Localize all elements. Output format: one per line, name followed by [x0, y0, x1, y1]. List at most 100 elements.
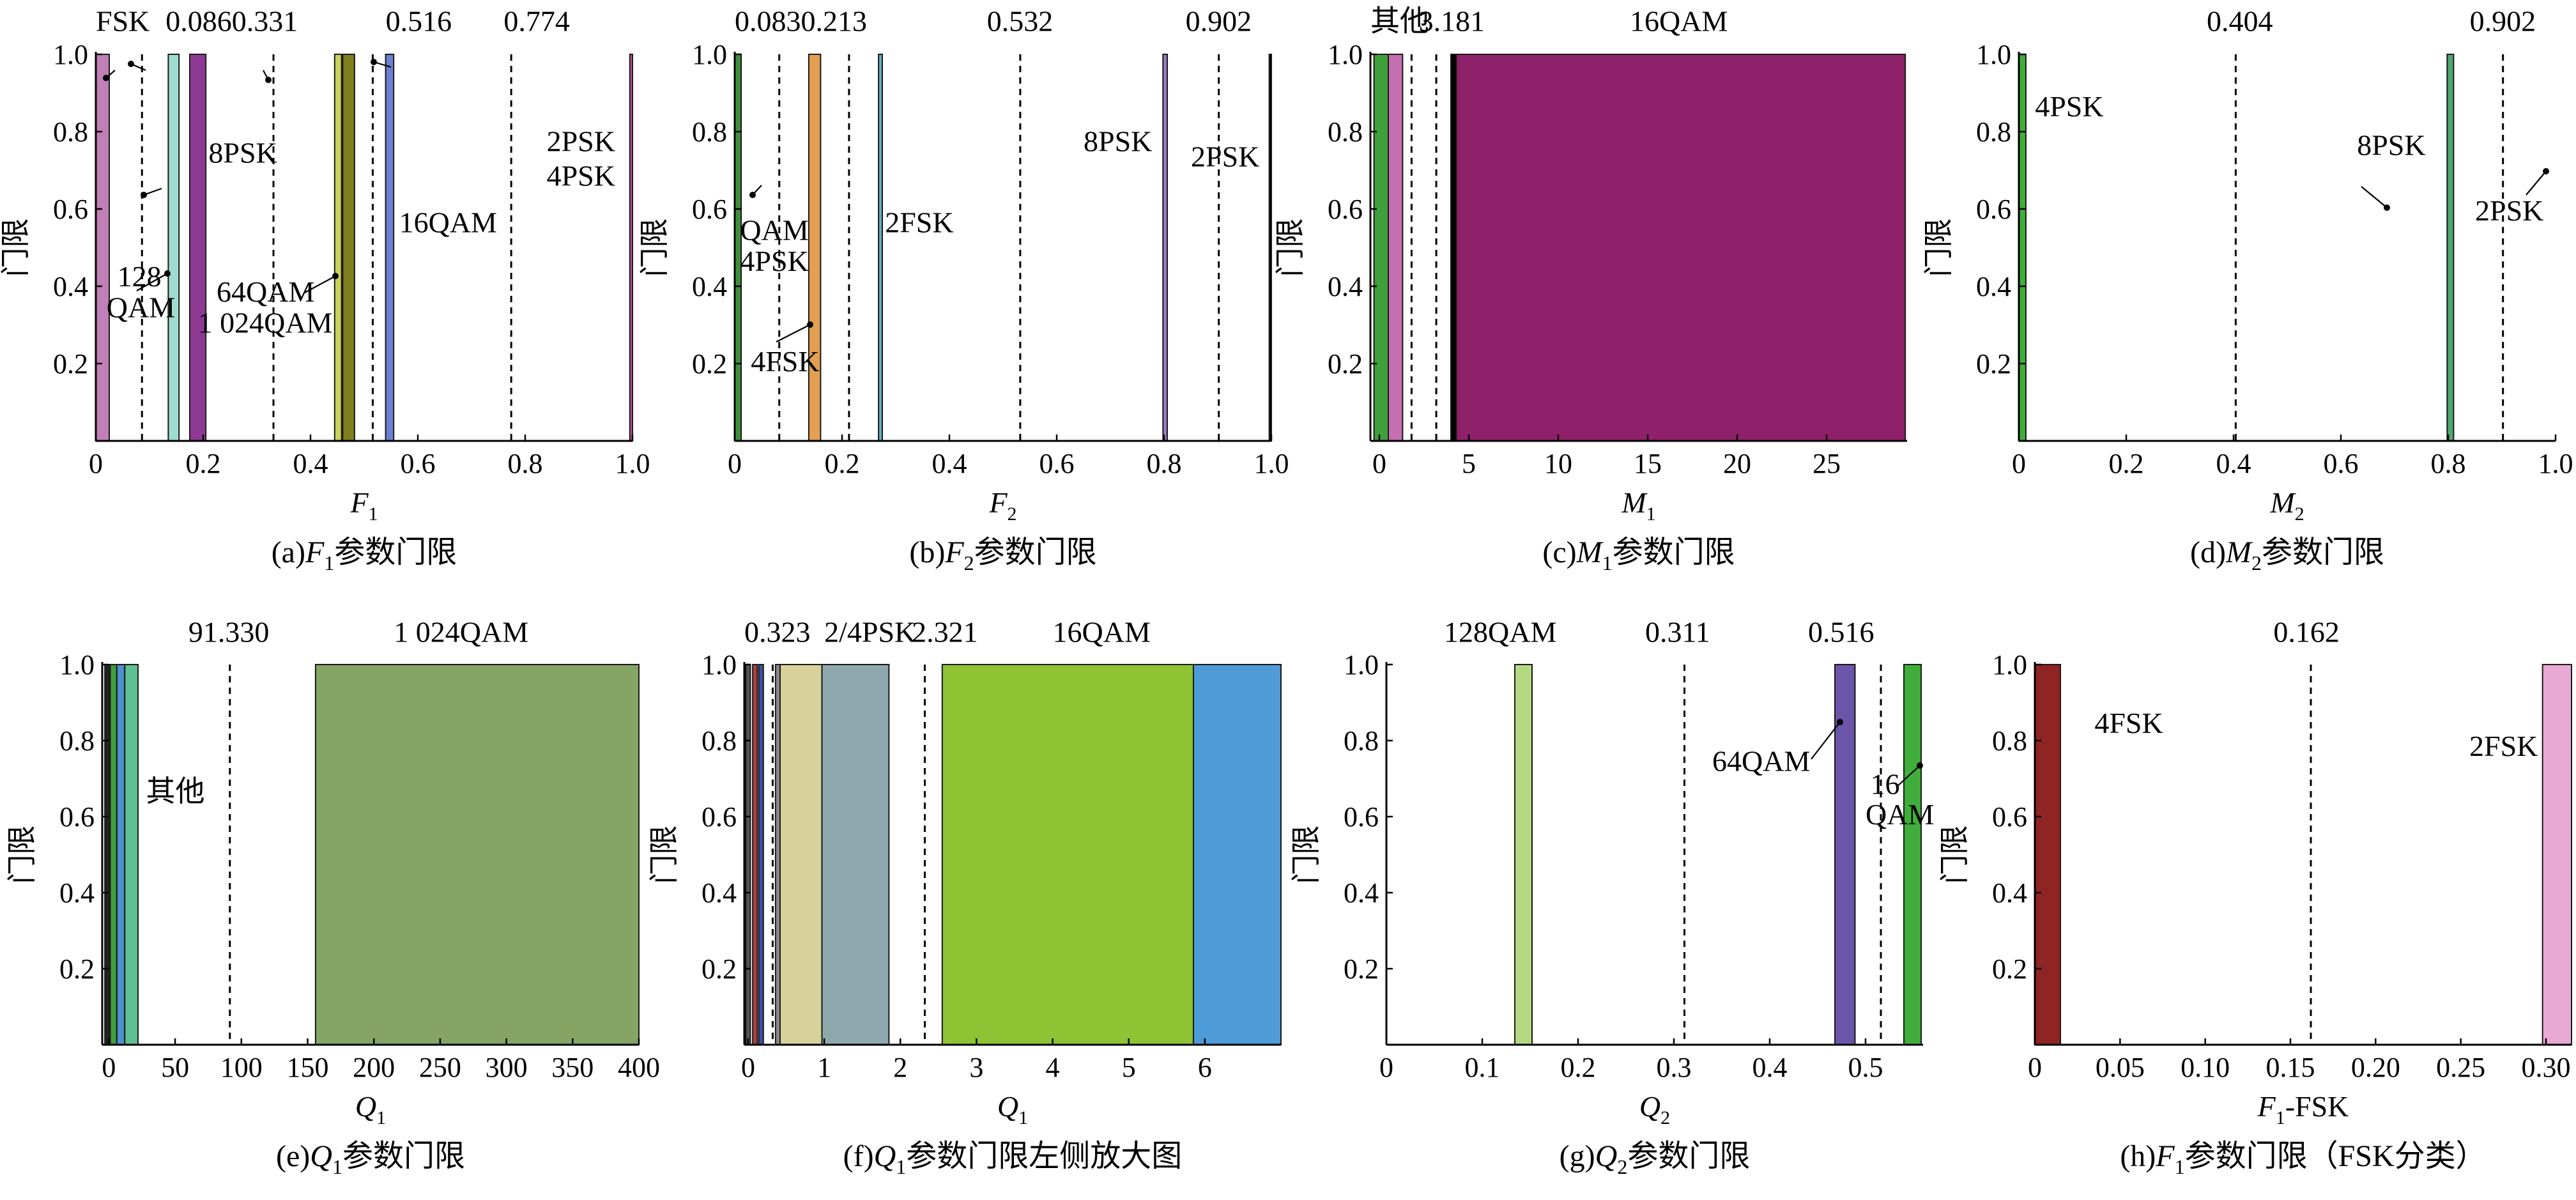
y-tick-label-a-3: 0.8: [53, 116, 88, 148]
bar-f-4: [779, 664, 823, 1045]
x-tick-label-d-2: 0.4: [2216, 448, 2251, 479]
caption-part: F: [944, 535, 964, 569]
x-tick-label-f-3: 3: [969, 1052, 983, 1083]
annotation-h-0: 4FSK: [2094, 707, 2163, 739]
y-tick-label-e-1: 0.4: [59, 877, 95, 909]
x-axis-label-sub: 1: [369, 504, 378, 525]
caption-g: (g)Q2参数门限: [1560, 1139, 1751, 1178]
bar-g-0: [1514, 664, 1533, 1045]
caption-part: F: [2155, 1139, 2175, 1173]
x-tick-label-h-6: 0.30: [2522, 1052, 2571, 1083]
y-tick-label-d-2: 0.6: [1976, 194, 2011, 225]
caption-part: Q: [310, 1139, 332, 1173]
leader-arrow-head-2: [265, 77, 272, 83]
annotation-a-5: QAM: [107, 291, 175, 323]
annotation-b-4: 4PSK: [740, 245, 808, 277]
annotation-b-0: 8PSK: [1084, 125, 1152, 157]
x-axis-label-var: Q: [355, 1090, 376, 1123]
x-tick-label-e-6: 300: [486, 1052, 528, 1083]
x-tick-label-f-5: 5: [1122, 1052, 1136, 1083]
threshold-label-d-1: 0.902: [2470, 5, 2536, 38]
x-axis-label-g: Q2: [1639, 1090, 1670, 1128]
x-tick-label-h-4: 0.20: [2351, 1052, 2400, 1083]
y-tick-label-g-4: 1.0: [1344, 649, 1379, 681]
y-tick-label-h-3: 0.8: [1992, 725, 2027, 757]
threshold-label-a-2: 0.516: [386, 5, 452, 38]
threshold-label-h-0: 0.162: [2273, 615, 2340, 648]
bar-f-5: [821, 664, 890, 1045]
annotation-g-0: 64QAM: [1712, 745, 1810, 778]
leader-arrow-5: [304, 275, 336, 293]
threshold-label-a-0: FSK: [96, 5, 150, 38]
x-tick-label-g-0: 0: [1379, 1052, 1393, 1083]
caption-part: 参数门限: [2262, 535, 2384, 569]
annotation-a-2: 4PSK: [547, 160, 615, 192]
y-axis-label-a: 门限: [0, 219, 32, 277]
leader-arrow-head-11: [1837, 719, 1843, 725]
x-tick-label-e-3: 150: [286, 1052, 328, 1083]
x-tick-label-g-5: 0.5: [1848, 1052, 1883, 1083]
caption-part: 2: [2251, 551, 2262, 574]
caption-part: 参数门限: [1613, 535, 1735, 569]
y-axis-label-c: 门限: [1274, 219, 1307, 277]
x-axis-label-sub: 1: [1646, 504, 1656, 525]
annotation-g-1: 16: [1871, 767, 1900, 800]
x-axis-label-var: M: [1621, 486, 1648, 519]
threshold-label-c-2: 16QAM: [1630, 5, 1728, 38]
annotation-b-2: 2FSK: [885, 206, 953, 238]
bar-a-2: [189, 54, 207, 442]
caption-f: (f)Q1参数门限左侧放大图: [843, 1139, 1183, 1178]
annotation-b-1: 2PSK: [1191, 140, 1259, 173]
y-tick-label-b-2: 0.6: [692, 194, 727, 225]
bar-f-7: [1192, 664, 1282, 1045]
annotation-b-5: 4FSK: [751, 345, 819, 378]
x-tick-label-b-4: 0.8: [1147, 448, 1182, 479]
y-tick-label-e-2: 0.6: [59, 801, 95, 833]
caption-part: (b): [909, 535, 945, 569]
y-tick-label-e-0: 0.2: [59, 953, 95, 985]
x-tick-label-a-0: 0: [89, 448, 103, 479]
bar-c-3: [1455, 54, 1906, 442]
bar-e-3: [124, 664, 139, 1045]
threshold-label-g-2: 0.516: [1808, 615, 1874, 648]
x-axis-label-d: M2: [2269, 486, 2304, 525]
x-tick-label-a-2: 0.4: [293, 448, 328, 479]
x-tick-label-h-2: 0.10: [2181, 1052, 2230, 1083]
caption-part: M: [1576, 535, 1604, 569]
threshold-label-a-1: 0.0860.331: [165, 5, 298, 38]
x-tick-label-b-2: 0.4: [932, 448, 967, 479]
leader-arrow-9: [2361, 186, 2388, 208]
x-tick-label-e-8: 400: [618, 1052, 660, 1083]
bar-h-1: [2542, 664, 2573, 1045]
x-tick-label-f-4: 4: [1046, 1052, 1060, 1083]
x-tick-label-f-0: 0: [741, 1052, 755, 1083]
x-tick-label-d-0: 0: [2012, 448, 2026, 479]
threshold-label-f-2: 2.321: [912, 615, 978, 648]
annotation-h-1: 2FSK: [2469, 730, 2538, 762]
y-tick-label-g-0: 0.2: [1344, 953, 1379, 985]
y-tick-label-b-0: 0.2: [692, 348, 727, 380]
x-axis-label-var: F: [349, 486, 369, 519]
y-tick-label-h-0: 0.2: [1992, 953, 2027, 985]
y-tick-label-f-3: 0.8: [702, 725, 737, 757]
x-tick-label-c-3: 15: [1634, 448, 1662, 479]
caption-b: (b)F2参数门限: [909, 535, 1096, 574]
x-axis-label-c: M1: [1621, 486, 1655, 525]
x-tick-label-e-7: 350: [551, 1052, 594, 1083]
x-tick-label-a-1: 0.2: [186, 448, 221, 479]
y-tick-label-a-4: 1.0: [53, 39, 88, 70]
caption-part: 2: [1617, 1155, 1627, 1178]
caption-part: M: [2225, 535, 2253, 569]
threshold-label-c-0: 其他: [1370, 5, 1429, 38]
x-tick-label-g-2: 0.2: [1561, 1052, 1596, 1083]
caption-part: Q: [1595, 1139, 1618, 1173]
x-tick-label-a-3: 0.6: [401, 448, 436, 479]
bar-b-2: [878, 54, 883, 442]
x-tick-label-h-1: 0.05: [2096, 1052, 2145, 1083]
x-tick-label-a-5: 1.0: [615, 448, 650, 479]
x-tick-label-h-3: 0.15: [2266, 1052, 2315, 1083]
x-axis-label-var: M: [2269, 486, 2296, 519]
x-tick-label-f-1: 1: [817, 1052, 831, 1083]
leader-arrow-head-6: [141, 192, 147, 198]
